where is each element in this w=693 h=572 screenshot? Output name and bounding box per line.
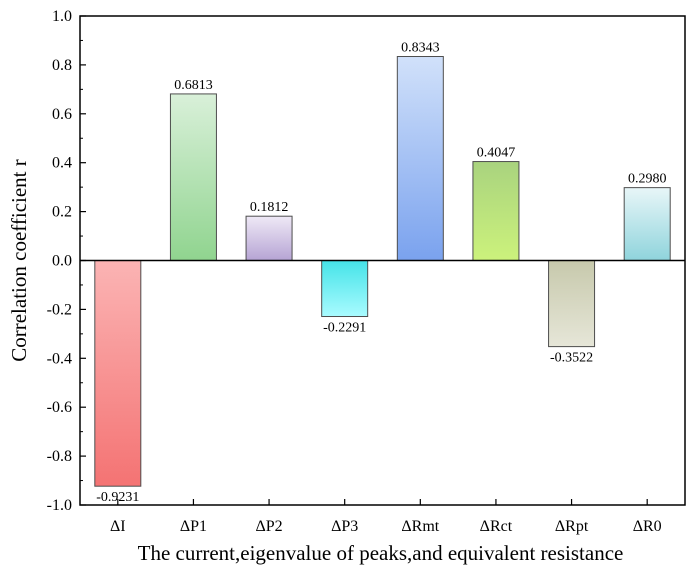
y-tick-label: -1.0 <box>47 497 72 514</box>
y-tick-label: 0.4 <box>52 155 72 172</box>
y-tick-label: 0.8 <box>52 57 72 74</box>
y-tick-label: -0.6 <box>47 399 72 416</box>
x-tick-label: ΔRmt <box>401 518 439 535</box>
data-label: 0.4047 <box>477 146 516 161</box>
bar <box>94 260 142 487</box>
bar <box>623 187 671 262</box>
y-tick-label: 0.6 <box>52 106 72 123</box>
x-tick-label: ΔP2 <box>255 518 282 535</box>
data-label: -0.2291 <box>323 321 366 336</box>
bar <box>245 215 293 261</box>
bar <box>169 93 217 261</box>
x-tick-label: ΔR0 <box>633 518 662 535</box>
x-axis: ΔI ΔP1 ΔP2 ΔP3 ΔRmt ΔRct ΔRpt ΔR0 <box>110 499 662 535</box>
bar <box>321 260 369 318</box>
y-axis-title: Correlation coefficient r <box>7 159 31 362</box>
bar <box>548 260 596 348</box>
data-label: 0.8343 <box>401 41 440 56</box>
y-axis: -1.0 -0.8 -0.6 -0.4 -0.2 0.0 0.2 0.4 0.6 0.8 1.0 <box>47 8 86 514</box>
data-label: -0.3522 <box>550 351 593 366</box>
y-tick-label: 0.0 <box>52 253 72 270</box>
bars-layer <box>94 56 671 487</box>
x-tick-label: ΔP1 <box>180 518 207 535</box>
y-tick-label: -0.8 <box>47 448 72 465</box>
x-tick-label: ΔRct <box>480 518 513 535</box>
x-axis-title: The current,eigenvalue of peaks,and equi… <box>138 541 624 565</box>
data-label: 0.6813 <box>174 78 213 93</box>
data-labels: -0.9231 0.6813 0.1812 -0.2291 0.8343 0.4047 -0… <box>96 41 666 506</box>
x-tick-label: ΔP3 <box>331 518 358 535</box>
bar <box>396 56 444 261</box>
data-label: 0.2980 <box>628 172 667 187</box>
y-tick-label: -0.2 <box>47 301 72 318</box>
y-tick-label: 1.0 <box>52 8 72 25</box>
x-tick-label: ΔRpt <box>555 518 589 535</box>
bar <box>472 161 520 261</box>
data-label: 0.1812 <box>250 200 289 215</box>
y-tick-label: -0.4 <box>47 350 72 367</box>
x-tick-label: ΔI <box>110 518 126 535</box>
y-tick-label: 0.2 <box>52 204 72 221</box>
data-label: -0.9231 <box>96 490 139 505</box>
